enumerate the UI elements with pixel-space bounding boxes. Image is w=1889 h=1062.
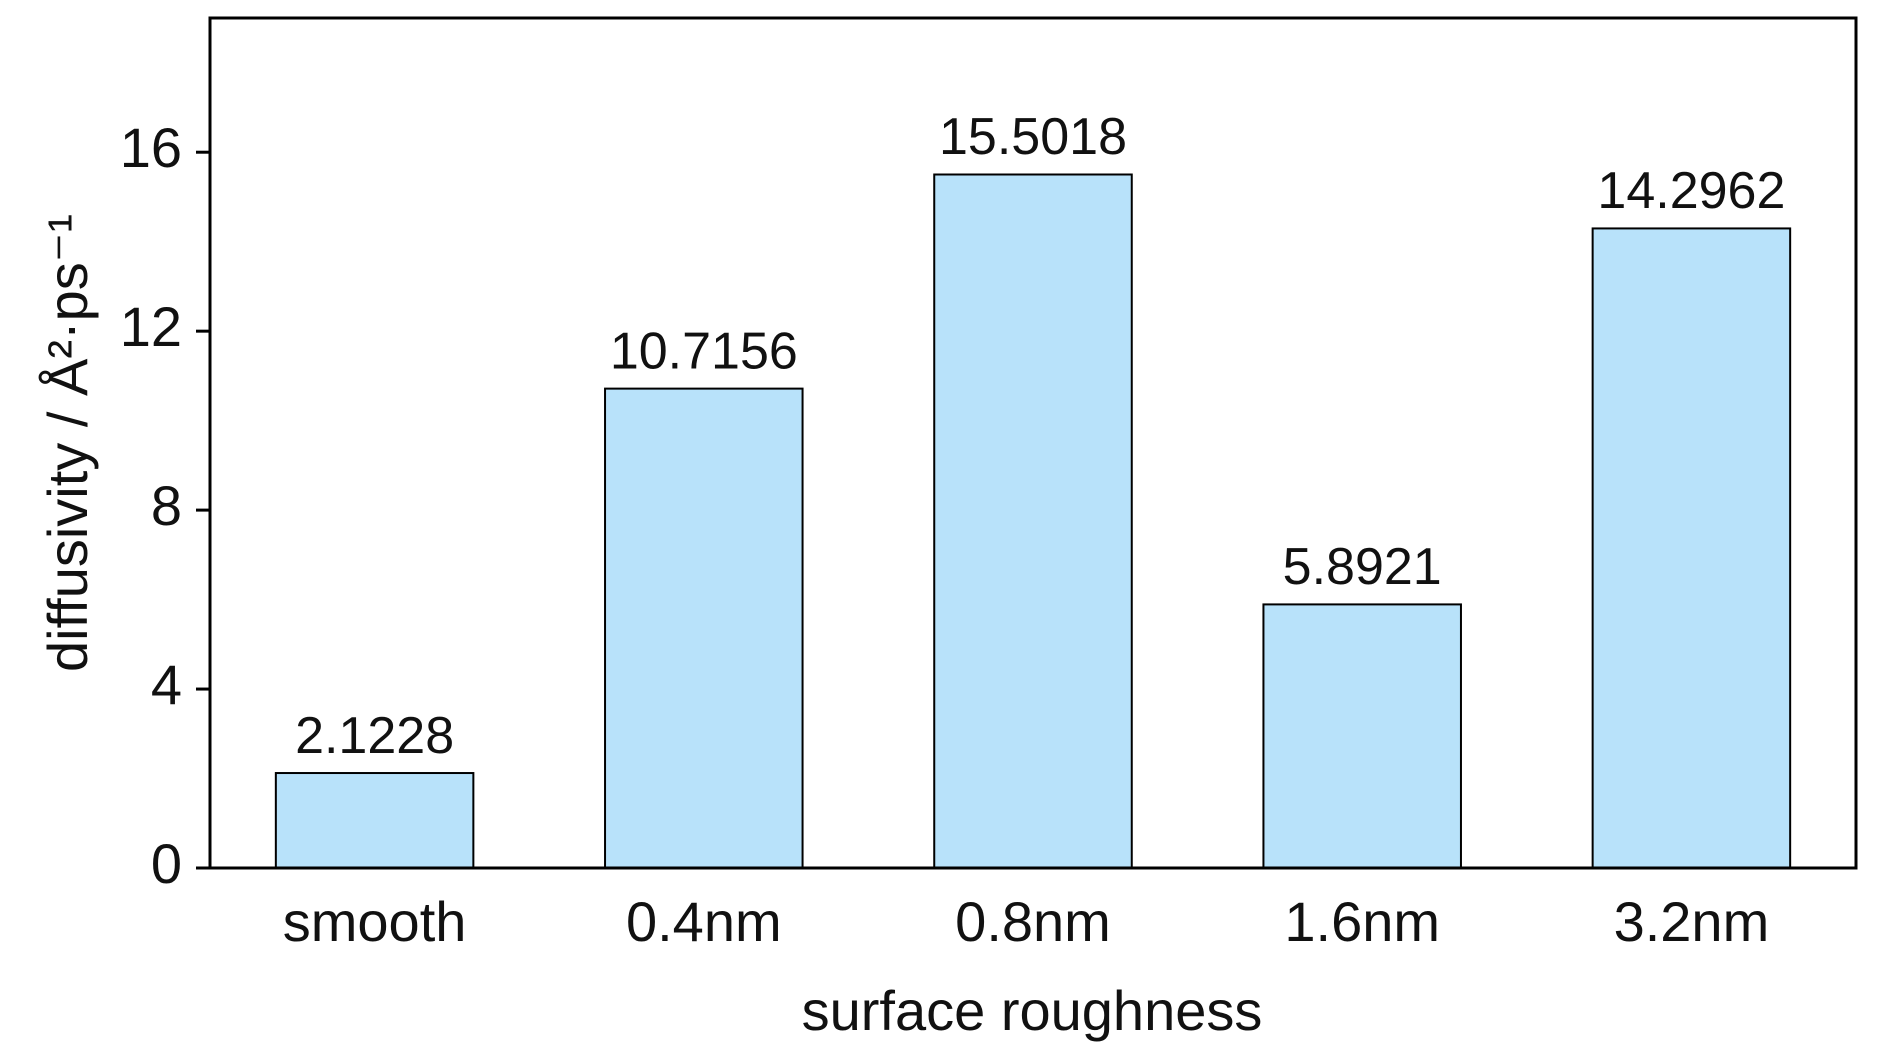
- y-tick-label: 12: [120, 295, 182, 358]
- y-tick-label: 4: [151, 653, 182, 716]
- y-tick-label: 8: [151, 474, 182, 537]
- value-label: 10.7156: [610, 322, 798, 380]
- bar: [933, 173, 1133, 870]
- bar: [604, 387, 804, 869]
- x-tick-label: 0.8nm: [955, 890, 1111, 953]
- x-axis-title: surface roughness: [802, 979, 1263, 1042]
- x-tick-label: 3.2nm: [1614, 890, 1770, 953]
- value-label: 15.5018: [939, 108, 1127, 166]
- value-label: 5.8921: [1283, 538, 1442, 596]
- plot-frame: [208, 16, 1858, 870]
- x-tick-label: 1.6nm: [1284, 890, 1440, 953]
- y-tick-label: 16: [120, 116, 182, 179]
- bar: [274, 772, 475, 870]
- value-label: 14.2962: [1597, 162, 1785, 220]
- y-tick-label: 0: [151, 832, 182, 895]
- x-tick-label: smooth: [283, 890, 467, 953]
- bar: [1591, 227, 1792, 869]
- x-tick-label: 0.4nm: [626, 890, 782, 953]
- value-label: 2.1228: [295, 707, 454, 765]
- bar: [1262, 603, 1462, 869]
- y-axis-title: diffusivity / Å²·ps⁻¹: [36, 214, 99, 672]
